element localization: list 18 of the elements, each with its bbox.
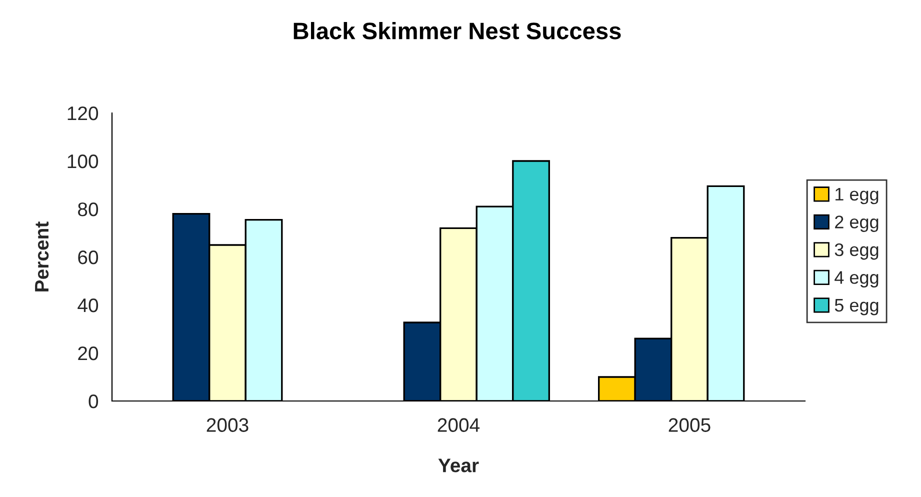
y-tick-label: 60 (78, 250, 98, 264)
legend-label: 5 egg (834, 299, 878, 316)
y-tick-label: 0 (88, 394, 98, 408)
y-tick-label: 20 (78, 346, 98, 360)
y-tick-label: 100 (68, 154, 98, 168)
legend-label: 4 egg (834, 271, 878, 288)
y-tick-label: 120 (68, 106, 98, 120)
legend-label: 2 egg (835, 216, 878, 232)
x-tick-label: 2003 (206, 418, 248, 432)
x-tick-label: 2004 (438, 418, 480, 432)
x-tick-label: 2005 (668, 418, 710, 432)
y-tick-label: 80 (78, 202, 98, 216)
legend-label: 1 egg (836, 188, 878, 204)
x-axis-title: Year (438, 458, 479, 472)
legend-label: 3 egg (834, 243, 878, 260)
y-axis-title: Percent (35, 222, 49, 292)
y-tick-label: 40 (78, 298, 98, 312)
chart-title: Black Skimmer Nest Success (294, 22, 621, 40)
